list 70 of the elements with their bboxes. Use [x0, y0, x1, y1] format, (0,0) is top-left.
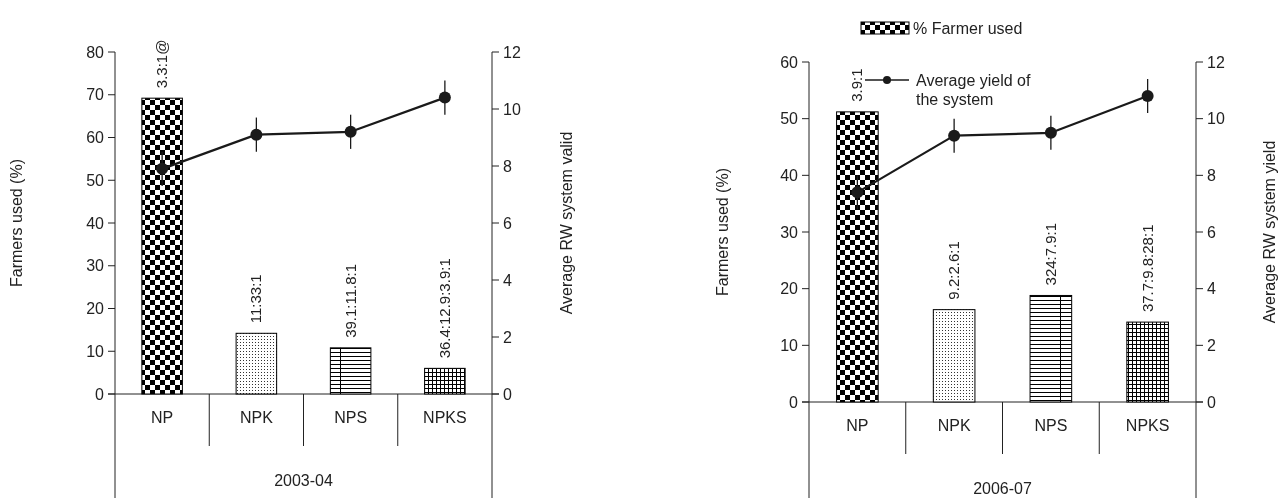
point — [948, 129, 961, 142]
data-label: 11:33:1 — [247, 274, 265, 324]
point — [1044, 126, 1057, 139]
y2-tick-label: 10 — [1207, 110, 1225, 128]
point — [851, 186, 864, 199]
bar — [1126, 321, 1169, 403]
data-label: 3.9:1 — [848, 68, 866, 102]
y-axis-title: Farmers used (%) — [714, 167, 731, 297]
x-tick-label: NPKS — [423, 409, 467, 426]
y-tick-label: 30 — [86, 257, 105, 275]
x-tick-label: NPK — [239, 409, 274, 426]
y2-tick-label: 12 — [503, 43, 521, 61]
y-tick-label: 40 — [86, 214, 105, 232]
bar — [1029, 294, 1073, 403]
point — [250, 128, 263, 141]
data-label: 39.1:11.8:1 — [341, 263, 359, 338]
point — [438, 91, 451, 104]
y2-tick-label: 4 — [1207, 280, 1216, 298]
y2-tick-label: 8 — [503, 157, 512, 175]
bar — [932, 309, 976, 403]
point — [156, 162, 169, 175]
bar — [235, 332, 278, 395]
point — [1141, 90, 1154, 102]
y2-tick-label: 2 — [503, 328, 512, 346]
x-tick-label: NP — [151, 409, 174, 426]
y-tick-label: 20 — [780, 280, 799, 298]
bar — [141, 97, 183, 395]
x-tick-label: NPS — [334, 409, 368, 426]
y-tick-label: 50 — [86, 171, 105, 189]
y-tick-label: 0 — [95, 385, 105, 403]
x-tick-label: NP — [846, 417, 869, 434]
y2-tick-label: 4 — [503, 271, 512, 289]
y-tick-label: 30 — [780, 223, 799, 241]
y-tick-label: 50 — [780, 110, 799, 128]
y-tick-label: 10 — [780, 336, 799, 354]
y2-tick-label: 10 — [503, 100, 521, 118]
y2-tick-label: 12 — [1207, 53, 1225, 71]
bar — [836, 111, 879, 403]
data-label: 324:7.9:1 — [1041, 222, 1059, 286]
data-label: 9.2:2.6:1 — [945, 241, 963, 300]
x-axis-title: 2003-04 — [274, 472, 333, 489]
legend-label: % Farmer used — [913, 20, 1023, 37]
y2-tick-label: 2 — [1207, 336, 1216, 354]
x-tick-label: NPK — [937, 417, 971, 434]
y-tick-label: 0 — [789, 393, 799, 411]
y-tick-label: 60 — [780, 53, 799, 71]
y-tick-label: 80 — [86, 43, 105, 61]
x-tick-label: NPKS — [1125, 417, 1170, 434]
point — [344, 125, 357, 138]
bar — [424, 367, 466, 395]
legend-label: Average yield of the system — [916, 72, 1031, 108]
data-label: 37.7:9.8:28:1 — [1138, 224, 1156, 313]
data-label: 3.3:1@ — [153, 39, 171, 89]
y2-tick-label: 8 — [1207, 166, 1216, 184]
y-tick-label: 70 — [86, 86, 105, 104]
y2-tick-label: 6 — [503, 214, 512, 232]
data-label: 36.4:12.9:3.9:1 — [435, 258, 453, 359]
y2-tick-label: 0 — [1207, 393, 1216, 411]
y-tick-label: 60 — [86, 129, 105, 147]
y2-axis-title: Average RW system yield — [1261, 140, 1278, 324]
y2-tick-label: 0 — [503, 385, 512, 403]
y-tick-label: 20 — [86, 300, 105, 318]
x-tick-label: NPS — [1034, 417, 1068, 434]
x-axis-title: 2006-07 — [973, 480, 1032, 497]
y2-tick-label: 6 — [1207, 223, 1216, 241]
y-axis-title: Farmers used (%) — [8, 158, 25, 288]
y-tick-label: 10 — [86, 342, 105, 360]
y-tick-label: 40 — [780, 166, 799, 184]
y2-axis-title: Average RW system valid — [558, 131, 575, 315]
bar — [329, 347, 372, 395]
